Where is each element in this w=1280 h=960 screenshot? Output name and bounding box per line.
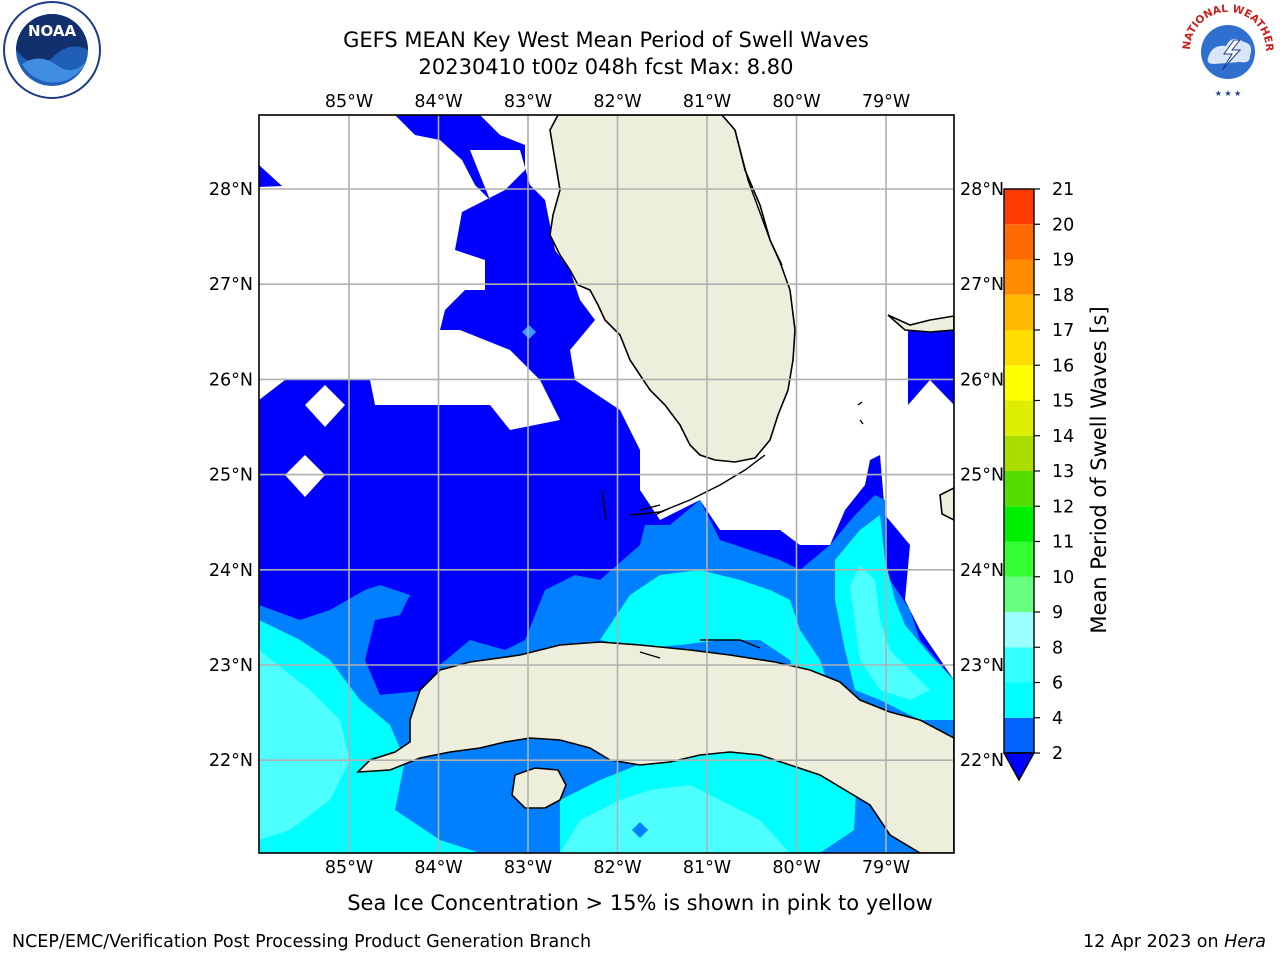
lon-tick-bottom: 83°W (504, 858, 552, 878)
colorbar-tick-label: 19 (1052, 251, 1074, 271)
colorbar-tick-label: 11 (1052, 533, 1074, 553)
colorbar-tick-label: 15 (1052, 392, 1074, 412)
isle-of-youth (511, 767, 567, 809)
lon-tick-top: 82°W (593, 92, 641, 112)
colorbar-tick-label: 14 (1052, 427, 1074, 447)
colorbar-segment (1004, 435, 1034, 471)
colorbar-segment (1004, 682, 1034, 718)
colorbar-segment (1004, 717, 1034, 753)
chart-subtitle: 20230410 t00z 048h fcst Max: 8.80 (418, 55, 794, 79)
render-date: 12 Apr 2023 on Hera (1083, 932, 1266, 952)
colorbar-segment (1004, 224, 1034, 260)
colorbar-segment (1004, 471, 1034, 507)
lon-tick-bottom: 85°W (325, 858, 373, 878)
field-gap-1 (305, 385, 345, 427)
field-spot-light (522, 325, 536, 339)
lon-tick-bottom: 80°W (772, 858, 820, 878)
colorbar-tick-label: 13 (1052, 462, 1074, 482)
sea-ice-note: Sea Ice Concentration > 15% is shown in … (347, 891, 933, 915)
colorbar-tick-label: 17 (1052, 321, 1074, 341)
render-host: Hera (1224, 932, 1266, 952)
colorbar-segment (1004, 400, 1034, 436)
axis-tick-labels: 85°W 85°W 84°W 84°W 83°W 83°W 82°W 82°W 81°W 81°W… (209, 92, 1004, 878)
lat-tick-right: 27°N (960, 275, 1004, 295)
colorbar-segment (1004, 576, 1034, 612)
lat-tick-right: 26°N (960, 370, 1004, 390)
lon-tick-bottom: 79°W (862, 858, 910, 878)
coast-detail (601, 129, 864, 659)
colorbar-segment (1004, 541, 1034, 577)
colorbar-segment (1004, 259, 1034, 295)
credit-branch: NCEP/EMC/Verification Post Processing Pr… (12, 932, 592, 952)
noaa-logo: NOAA (3, 1, 101, 99)
colorbar-tick-label: 21 (1052, 180, 1074, 200)
chart-title: GEFS MEAN Key West Mean Period of Swell … (343, 28, 869, 52)
colorbar-tick-label: 10 (1052, 568, 1074, 588)
lat-tick-right: 28°N (960, 180, 1004, 200)
colorbar-label: Mean Period of Swell Waves [s] (1087, 306, 1111, 633)
colorbar-segment (1004, 365, 1034, 401)
colorbar-segment (1004, 647, 1034, 683)
lon-tick-top: 80°W (772, 92, 820, 112)
colorbar-extend-arrow (1002, 752, 1036, 782)
colorbar-tick-label: 16 (1052, 356, 1074, 376)
lat-tick-left: 27°N (209, 275, 253, 295)
colorbar-tick-label: 9 (1052, 603, 1063, 623)
graticule (259, 115, 954, 853)
render-date-text: 12 Apr 2023 on (1083, 932, 1225, 952)
colorbar-segment (1004, 294, 1034, 330)
lat-tick-right: 23°N (960, 656, 1004, 676)
cuba (355, 641, 954, 853)
map-frame (258, 114, 955, 854)
colorbar: 2 4 6 8 9 10 11 12 13 14 15 16 17 18 19 20 21 (1002, 180, 1074, 782)
lon-tick-bottom: 84°W (414, 858, 462, 878)
colorbar-tick-label: 4 (1052, 709, 1063, 729)
map-panel (259, 115, 954, 853)
lat-tick-right: 22°N (960, 751, 1004, 771)
lat-tick-left: 26°N (209, 370, 253, 390)
nws-logo: NATIONAL WEATHER SERVICE ★ ★ ★ (1174, 0, 1275, 98)
lat-tick-right: 24°N (960, 561, 1004, 581)
lat-tick-right: 25°N (960, 466, 1004, 486)
colorbar-tick-label: 12 (1052, 497, 1074, 517)
colorbar-tick-label: 2 (1052, 744, 1063, 764)
lat-tick-left: 28°N (209, 180, 253, 200)
lon-tick-top: 85°W (325, 92, 373, 112)
colorbar-segment (1004, 506, 1034, 542)
lon-tick-top: 83°W (504, 92, 552, 112)
colorbar-segment (1004, 612, 1034, 648)
lon-tick-top: 81°W (683, 92, 731, 112)
lat-tick-left: 23°N (209, 656, 253, 676)
field-gap-2 (285, 455, 325, 497)
svg-text:★ ★ ★: ★ ★ ★ (1215, 89, 1242, 98)
lon-tick-top: 79°W (862, 92, 910, 112)
field-spot-deep (632, 822, 648, 838)
andros (939, 487, 954, 521)
colorbar-tick-label: 20 (1052, 215, 1074, 235)
noaa-logo-text: NOAA (28, 22, 77, 40)
lon-tick-bottom: 82°W (593, 858, 641, 878)
lon-tick-bottom: 81°W (683, 858, 731, 878)
lat-tick-left: 25°N (209, 466, 253, 486)
colorbar-segment (1004, 330, 1034, 366)
bahamas-north (887, 314, 954, 333)
lon-tick-top: 84°W (414, 92, 462, 112)
colorbar-segment (1004, 189, 1034, 225)
land (355, 115, 954, 853)
colorbar-tick-label: 8 (1052, 638, 1063, 658)
colorbar-tick-label: 18 (1052, 286, 1074, 306)
lat-tick-left: 24°N (209, 561, 253, 581)
colorbar-tick-label: 6 (1052, 674, 1063, 694)
lat-tick-left: 22°N (209, 751, 253, 771)
